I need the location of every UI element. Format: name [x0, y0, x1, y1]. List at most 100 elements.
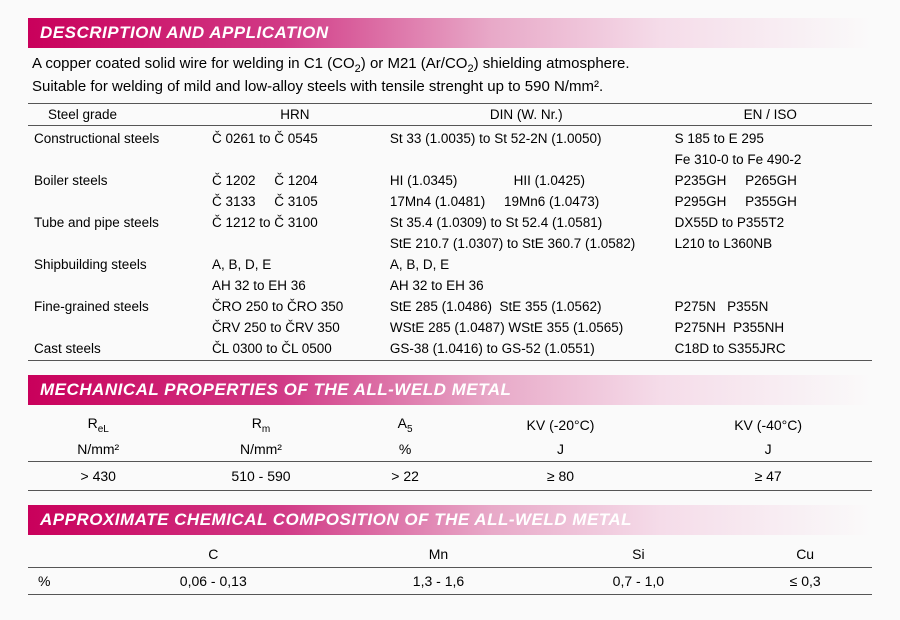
chemical-composition-table: CMnSiCu %0,06 - 0,131,3 - 1,60,7 - 1,0≤ … [28, 541, 872, 595]
table-cell: P275NH P355NH [669, 317, 872, 338]
table-row: Shipbuilding steelsA, B, D, EA, B, D, E [28, 254, 872, 275]
table-cell: StE 285 (1.0486) StE 355 (1.0562) [384, 296, 669, 317]
table-cell: Č 1212 to Č 3100 [206, 212, 384, 233]
table-cell: Fine-grained steels [28, 296, 206, 317]
table-row: ČRV 250 to ČRV 350WStE 285 (1.0487) WStE… [28, 317, 872, 338]
mech-header-cell: ReL [28, 411, 168, 438]
mech-value-cell: ≥ 80 [457, 461, 665, 490]
table-cell: Constructional steels [28, 126, 206, 150]
table-cell: 17Mn4 (1.0481) 19Mn6 (1.0473) [384, 191, 669, 212]
mech-value-row: > 430510 - 590> 22≥ 80≥ 47 [28, 461, 872, 490]
table-cell [669, 275, 872, 296]
mech-header-cell: KV (-20°C) [457, 411, 665, 438]
table-cell [28, 275, 206, 296]
steel-grade-table: Steel grade HRN DIN (W. Nr.) EN / ISO Co… [28, 103, 872, 361]
table-row: Tube and pipe steelsČ 1212 to Č 3100St 3… [28, 212, 872, 233]
table-row: Boiler steelsČ 1202 Č 1204HI (1.0345) HI… [28, 170, 872, 191]
table-cell: Tube and pipe steels [28, 212, 206, 233]
table-cell: Č 0261 to Č 0545 [206, 126, 384, 150]
table-cell: Č 1202 Č 1204 [206, 170, 384, 191]
section-header-description: DESCRIPTION AND APPLICATION [28, 18, 872, 48]
mech-unit-cell: N/mm² [168, 438, 353, 462]
table-cell: Shipbuilding steels [28, 254, 206, 275]
table-row: Fe 310-0 to Fe 490-2 [28, 149, 872, 170]
table-cell [28, 317, 206, 338]
description-text: A copper coated solid wire for welding i… [28, 54, 872, 97]
mech-unit-cell: J [664, 438, 872, 462]
table-cell: C18D to S355JRC [669, 338, 872, 361]
table-cell: WStE 285 (1.0487) WStE 355 (1.0565) [384, 317, 669, 338]
mech-header-row1: ReLRmA5KV (-20°C)KV (-40°C) [28, 411, 872, 438]
mechanical-properties-table: ReLRmA5KV (-20°C)KV (-40°C) N/mm²N/mm²%J… [28, 411, 872, 491]
mech-value-cell: > 430 [28, 461, 168, 490]
table-cell: Fe 310-0 to Fe 490-2 [669, 149, 872, 170]
table-cell: HI (1.0345) HII (1.0425) [384, 170, 669, 191]
chem-value-row: %0,06 - 0,131,3 - 1,60,7 - 1,0≤ 0,3 [28, 567, 872, 594]
table-cell [28, 149, 206, 170]
chem-row-label: % [28, 567, 88, 594]
chem-header-row: CMnSiCu [28, 541, 872, 568]
table-cell: A, B, D, E [384, 254, 669, 275]
desc-part: ) or M21 (Ar/CO [361, 55, 468, 72]
desc-line2: Suitable for welding of mild and low-all… [32, 78, 603, 95]
desc-part: ) shielding atmosphere. [474, 55, 630, 72]
chem-element-header: Mn [339, 541, 539, 568]
mech-unit-cell: % [354, 438, 457, 462]
chem-value-cell: 1,3 - 1,6 [339, 567, 539, 594]
table-row: StE 210.7 (1.0307) to StE 360.7 (1.0582)… [28, 233, 872, 254]
table-cell: StE 210.7 (1.0307) to StE 360.7 (1.0582) [384, 233, 669, 254]
table-cell: AH 32 to EH 36 [206, 275, 384, 296]
chem-element-header: C [88, 541, 339, 568]
chem-value-cell: ≤ 0,3 [738, 567, 872, 594]
mech-header-cell: Rm [168, 411, 353, 438]
table-cell: P295GH P355GH [669, 191, 872, 212]
table-cell: ČRO 250 to ČRO 350 [206, 296, 384, 317]
table-cell: ČRV 250 to ČRV 350 [206, 317, 384, 338]
table-row: Č 3133 Č 310517Mn4 (1.0481) 19Mn6 (1.047… [28, 191, 872, 212]
table-cell: ČL 0300 to ČL 0500 [206, 338, 384, 361]
table-cell [28, 233, 206, 254]
col-hrn: HRN [206, 104, 384, 126]
table-cell [669, 254, 872, 275]
table-row: Fine-grained steelsČRO 250 to ČRO 350StE… [28, 296, 872, 317]
table-header-row: Steel grade HRN DIN (W. Nr.) EN / ISO [28, 104, 872, 126]
table-cell: Cast steels [28, 338, 206, 361]
mech-unit-cell: N/mm² [28, 438, 168, 462]
table-cell: Č 3133 Č 3105 [206, 191, 384, 212]
table-cell: St 33 (1.0035) to St 52-2N (1.0050) [384, 126, 669, 150]
section-header-chemical: APPROXIMATE CHEMICAL COMPOSITION OF THE … [28, 505, 872, 535]
table-row: Cast steelsČL 0300 to ČL 0500GS-38 (1.04… [28, 338, 872, 361]
mech-unit-cell: J [457, 438, 665, 462]
chem-blank-cell [28, 541, 88, 568]
table-row: Constructional steelsČ 0261 to Č 0545St … [28, 126, 872, 150]
table-cell: GS-38 (1.0416) to GS-52 (1.0551) [384, 338, 669, 361]
mech-header-cell: A5 [354, 411, 457, 438]
table-cell: AH 32 to EH 36 [384, 275, 669, 296]
col-en: EN / ISO [669, 104, 872, 126]
mech-header-row2: N/mm²N/mm²%JJ [28, 438, 872, 462]
table-cell [28, 191, 206, 212]
col-steel-grade: Steel grade [28, 104, 206, 126]
table-cell: St 35.4 (1.0309) to St 52.4 (1.0581) [384, 212, 669, 233]
table-cell: P275N P355N [669, 296, 872, 317]
table-cell [206, 149, 384, 170]
section-header-mechanical: MECHANICAL PROPERTIES OF THE ALL-WELD ME… [28, 375, 872, 405]
table-cell: L210 to L360NB [669, 233, 872, 254]
chem-element-header: Si [538, 541, 738, 568]
table-cell: DX55D to P355T2 [669, 212, 872, 233]
table-cell [206, 233, 384, 254]
mech-value-cell: 510 - 590 [168, 461, 353, 490]
chem-value-cell: 0,06 - 0,13 [88, 567, 339, 594]
mech-value-cell: > 22 [354, 461, 457, 490]
chem-element-header: Cu [738, 541, 872, 568]
table-row: AH 32 to EH 36AH 32 to EH 36 [28, 275, 872, 296]
table-cell: A, B, D, E [206, 254, 384, 275]
table-cell: Boiler steels [28, 170, 206, 191]
table-cell: P235GH P265GH [669, 170, 872, 191]
col-din: DIN (W. Nr.) [384, 104, 669, 126]
mech-value-cell: ≥ 47 [664, 461, 872, 490]
table-cell [384, 149, 669, 170]
table-cell: S 185 to E 295 [669, 126, 872, 150]
desc-part: A copper coated solid wire for welding i… [32, 55, 355, 72]
chem-value-cell: 0,7 - 1,0 [538, 567, 738, 594]
